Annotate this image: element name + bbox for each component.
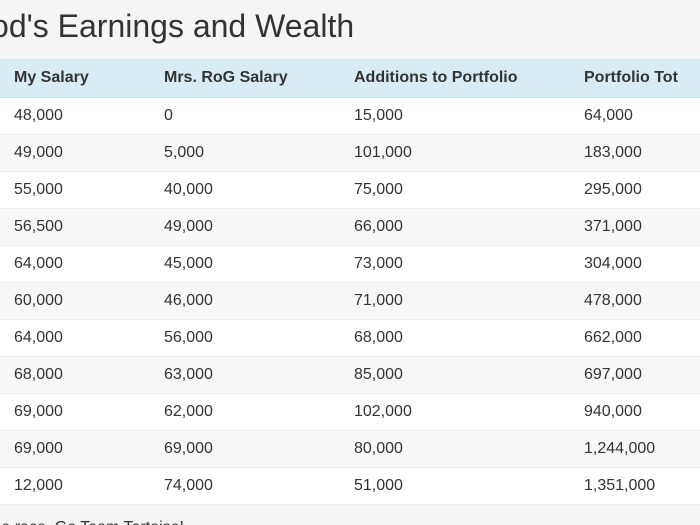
table-cell: 15,000 xyxy=(340,98,570,135)
table-cell: 12,000 xyxy=(0,468,150,505)
table-cell: 63,000 xyxy=(150,357,340,394)
table-row: 49,0005,000101,000183,000 xyxy=(0,135,700,172)
table-caption: steady wins the race. Go Team Tortoise! xyxy=(0,505,600,525)
table-cell: 1,351,000 xyxy=(570,468,700,505)
table-cell: 74,000 xyxy=(150,468,340,505)
table-cell: 102,000 xyxy=(340,394,570,431)
table-cell: 295,000 xyxy=(570,172,700,209)
table-cell: 64,000 xyxy=(0,320,150,357)
table-cell: 371,000 xyxy=(570,209,700,246)
col-header-additions: Additions to Portfolio xyxy=(340,59,570,98)
table-cell: 69,000 xyxy=(0,431,150,468)
table-cell: 45,000 xyxy=(150,246,340,283)
col-header-my-salary: My Salary xyxy=(0,59,150,98)
table-cell: 85,000 xyxy=(340,357,570,394)
col-header-mrs-rog-salary: Mrs. RoG Salary xyxy=(150,59,340,98)
table-cell: 0 xyxy=(150,98,340,135)
table-cell: 697,000 xyxy=(570,357,700,394)
table-cell: 64,000 xyxy=(570,98,700,135)
table-cell: 304,000 xyxy=(570,246,700,283)
table-cell: 5,000 xyxy=(150,135,340,172)
table-cell: 49,000 xyxy=(150,209,340,246)
col-header-portfolio-total: Portfolio Tot xyxy=(570,59,700,98)
table-cell: 68,000 xyxy=(0,357,150,394)
table-cell: 69,000 xyxy=(150,431,340,468)
table-cell: 69,000 xyxy=(0,394,150,431)
table-cell: 66,000 xyxy=(340,209,570,246)
table-cell: 478,000 xyxy=(570,283,700,320)
table-cell: 1,244,000 xyxy=(570,431,700,468)
table-header-row: My Salary Mrs. RoG Salary Additions to P… xyxy=(0,59,700,98)
table-row: 48,000015,00064,000 xyxy=(0,98,700,135)
table-wrapper: My Salary Mrs. RoG Salary Additions to P… xyxy=(0,59,700,505)
table-cell: 101,000 xyxy=(340,135,570,172)
table-cell: 62,000 xyxy=(150,394,340,431)
page-title: t of Good's Earnings and Wealth xyxy=(0,0,595,59)
table-cell: 75,000 xyxy=(340,172,570,209)
table-row: 55,00040,00075,000295,000 xyxy=(0,172,700,209)
table-cell: 46,000 xyxy=(150,283,340,320)
table-head: My Salary Mrs. RoG Salary Additions to P… xyxy=(0,59,700,98)
table-row: 68,00063,00085,000697,000 xyxy=(0,357,700,394)
table-cell: 49,000 xyxy=(0,135,150,172)
table-body: 48,000015,00064,00049,0005,000101,000183… xyxy=(0,98,700,505)
page-root: t of Good's Earnings and Wealth My Salar… xyxy=(0,0,700,525)
table-cell: 80,000 xyxy=(340,431,570,468)
table-cell: 662,000 xyxy=(570,320,700,357)
table-cell: 55,000 xyxy=(0,172,150,209)
table-cell: 68,000 xyxy=(340,320,570,357)
table-cell: 60,000 xyxy=(0,283,150,320)
table-cell: 183,000 xyxy=(570,135,700,172)
table-cell: 64,000 xyxy=(0,246,150,283)
table-row: 64,00045,00073,000304,000 xyxy=(0,246,700,283)
table-row: 56,50049,00066,000371,000 xyxy=(0,209,700,246)
table-cell: 40,000 xyxy=(150,172,340,209)
table-row: 64,00056,00068,000662,000 xyxy=(0,320,700,357)
table-cell: 73,000 xyxy=(340,246,570,283)
table-row: 69,00069,00080,0001,244,000 xyxy=(0,431,700,468)
table-cell: 56,000 xyxy=(150,320,340,357)
table-cell: 940,000 xyxy=(570,394,700,431)
table-row: 60,00046,00071,000478,000 xyxy=(0,283,700,320)
table-cell: 48,000 xyxy=(0,98,150,135)
earnings-table: My Salary Mrs. RoG Salary Additions to P… xyxy=(0,59,700,505)
table-row: 12,00074,00051,0001,351,000 xyxy=(0,468,700,505)
table-cell: 71,000 xyxy=(340,283,570,320)
table-row: 69,00062,000102,000940,000 xyxy=(0,394,700,431)
table-cell: 56,500 xyxy=(0,209,150,246)
table-cell: 51,000 xyxy=(340,468,570,505)
